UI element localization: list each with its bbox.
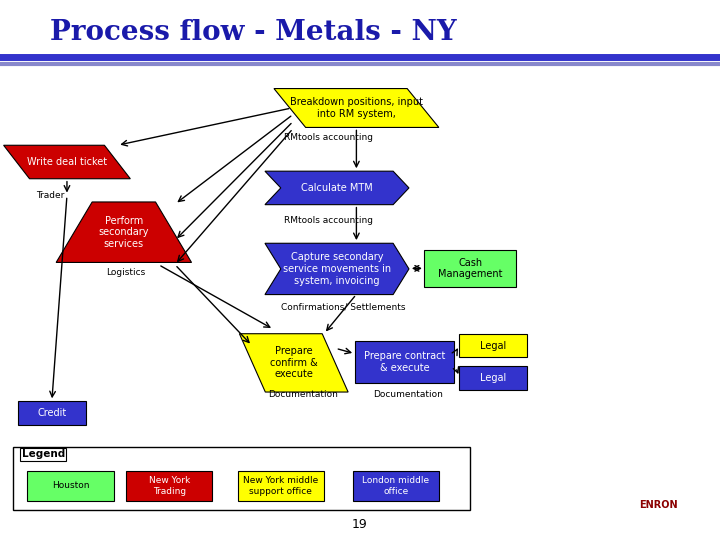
FancyBboxPatch shape (13, 447, 470, 510)
Text: New York middle
support office: New York middle support office (243, 476, 318, 496)
Text: Logistics: Logistics (107, 268, 146, 278)
Text: Cash
Management: Cash Management (438, 258, 503, 279)
FancyBboxPatch shape (17, 401, 86, 425)
Text: Confirmations/ Settlements: Confirmations/ Settlements (281, 302, 405, 312)
Text: Prepare contract
& execute: Prepare contract & execute (364, 351, 446, 373)
Polygon shape (265, 243, 409, 295)
Text: RMtools accounting: RMtools accounting (284, 216, 374, 225)
Text: Legend: Legend (22, 449, 65, 460)
Text: Legal: Legal (480, 341, 506, 350)
Text: London middle
office: London middle office (362, 476, 430, 496)
FancyBboxPatch shape (353, 471, 439, 501)
Text: Capture secondary
service movements in
system, invoicing: Capture secondary service movements in s… (283, 252, 391, 286)
Polygon shape (56, 202, 192, 262)
Polygon shape (4, 145, 130, 179)
Text: Houston: Houston (52, 482, 89, 490)
Text: Legal: Legal (480, 373, 506, 383)
FancyBboxPatch shape (459, 334, 527, 357)
Text: ENRON: ENRON (639, 500, 678, 510)
Text: Calculate MTM: Calculate MTM (301, 183, 373, 193)
Text: Process flow - Metals - NY: Process flow - Metals - NY (50, 19, 457, 46)
Polygon shape (239, 334, 348, 392)
FancyBboxPatch shape (27, 471, 114, 501)
FancyBboxPatch shape (424, 250, 516, 287)
Polygon shape (265, 171, 409, 205)
Text: Write deal ticket: Write deal ticket (27, 157, 107, 167)
Text: Trader: Trader (36, 191, 64, 200)
Text: RMtools accounting: RMtools accounting (284, 133, 374, 143)
Text: Credit: Credit (37, 408, 66, 418)
Text: Documentation: Documentation (373, 390, 443, 399)
Text: 19: 19 (352, 518, 368, 531)
FancyBboxPatch shape (238, 471, 324, 501)
Text: New York
Trading: New York Trading (148, 476, 190, 496)
Text: Breakdown positions, input
into RM system,: Breakdown positions, input into RM syste… (290, 97, 423, 119)
FancyBboxPatch shape (459, 366, 527, 390)
FancyBboxPatch shape (355, 341, 454, 383)
Text: Documentation: Documentation (268, 390, 338, 399)
FancyBboxPatch shape (126, 471, 212, 501)
Text: Prepare
confirm &
execute: Prepare confirm & execute (270, 346, 318, 380)
Polygon shape (274, 89, 439, 127)
Text: Perform
secondary
services: Perform secondary services (99, 215, 149, 249)
